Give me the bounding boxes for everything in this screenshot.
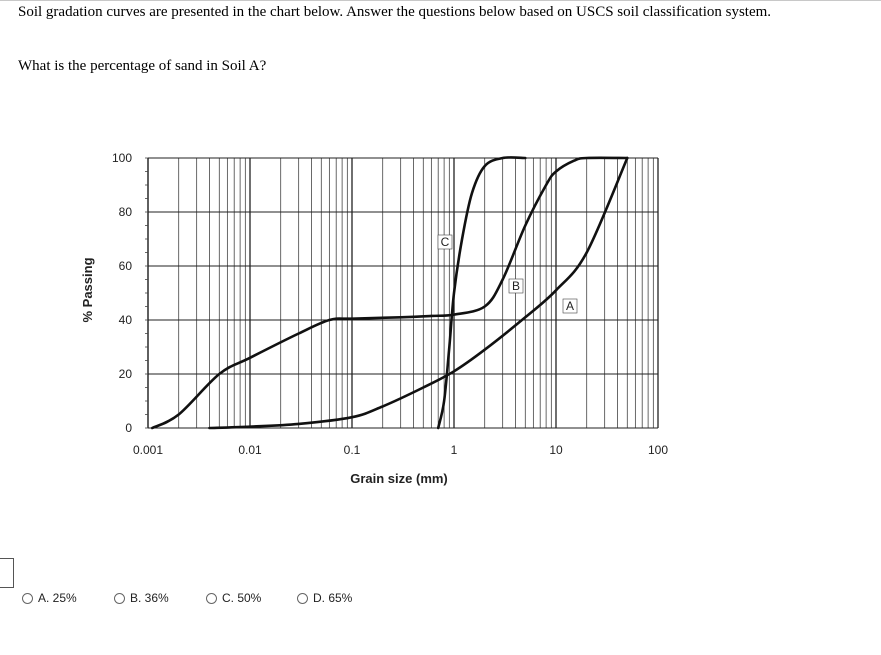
option-b[interactable]: B. 36%: [114, 591, 169, 605]
flag-box[interactable]: [0, 558, 14, 588]
x-tick-label: 0.01: [238, 443, 262, 457]
option-a-label: A. 25%: [38, 591, 77, 605]
gradation-chart: 0 20 40 60 80 100 0.001 0.01 0.1 1 10 100 A B C % Pas…: [80, 151, 668, 486]
option-d[interactable]: D. 65%: [297, 591, 352, 605]
y-axis-title: % Passing: [80, 257, 95, 322]
curve-b: [150, 156, 629, 430]
y-tick-label: 100: [112, 151, 132, 165]
x-tick-label: 0.1: [344, 443, 361, 457]
y-tick-label: 80: [119, 205, 133, 219]
curve-c: [436, 156, 527, 430]
question-intro: Soil gradation curves are presented in t…: [18, 4, 772, 20]
chart-ticks: 0 20 40 60 80 100 0.001 0.01 0.1 1 10 100: [112, 151, 668, 457]
x-tick-label: 0.001: [133, 443, 163, 457]
option-b-label: B. 36%: [130, 591, 169, 605]
option-d-label: D. 65%: [313, 591, 353, 605]
radio-d[interactable]: [297, 592, 308, 604]
question-prompt: What is the percentage of sand in Soil A…: [18, 58, 267, 74]
x-tick-label: 10: [549, 443, 563, 457]
radio-a[interactable]: [22, 592, 33, 604]
chart-curves: A B C: [150, 156, 629, 430]
option-c-label: C. 50%: [222, 591, 262, 605]
option-c[interactable]: C. 50%: [206, 591, 261, 605]
curve-label-box: [437, 234, 453, 250]
curve-label-b: B: [512, 279, 520, 293]
chart-grid: [145, 157, 659, 429]
x-tick-label: 1: [451, 443, 458, 457]
top-divider: [0, 0, 881, 1]
radio-c[interactable]: [206, 592, 217, 604]
option-a[interactable]: A. 25%: [22, 591, 77, 605]
curve-label-c: C: [441, 235, 450, 249]
curve-label-box: [562, 298, 578, 314]
x-tick-label: 100: [648, 443, 668, 457]
curve-label-box: [508, 278, 524, 294]
curve-a: [208, 156, 629, 430]
y-tick-label: 60: [119, 259, 133, 273]
y-tick-label: 40: [119, 313, 133, 327]
radio-b[interactable]: [114, 592, 125, 604]
y-tick-label: 20: [119, 367, 133, 381]
curve-label-a: A: [566, 299, 574, 313]
y-tick-label: 0: [125, 421, 132, 435]
x-axis-title: Grain size (mm): [350, 471, 448, 486]
